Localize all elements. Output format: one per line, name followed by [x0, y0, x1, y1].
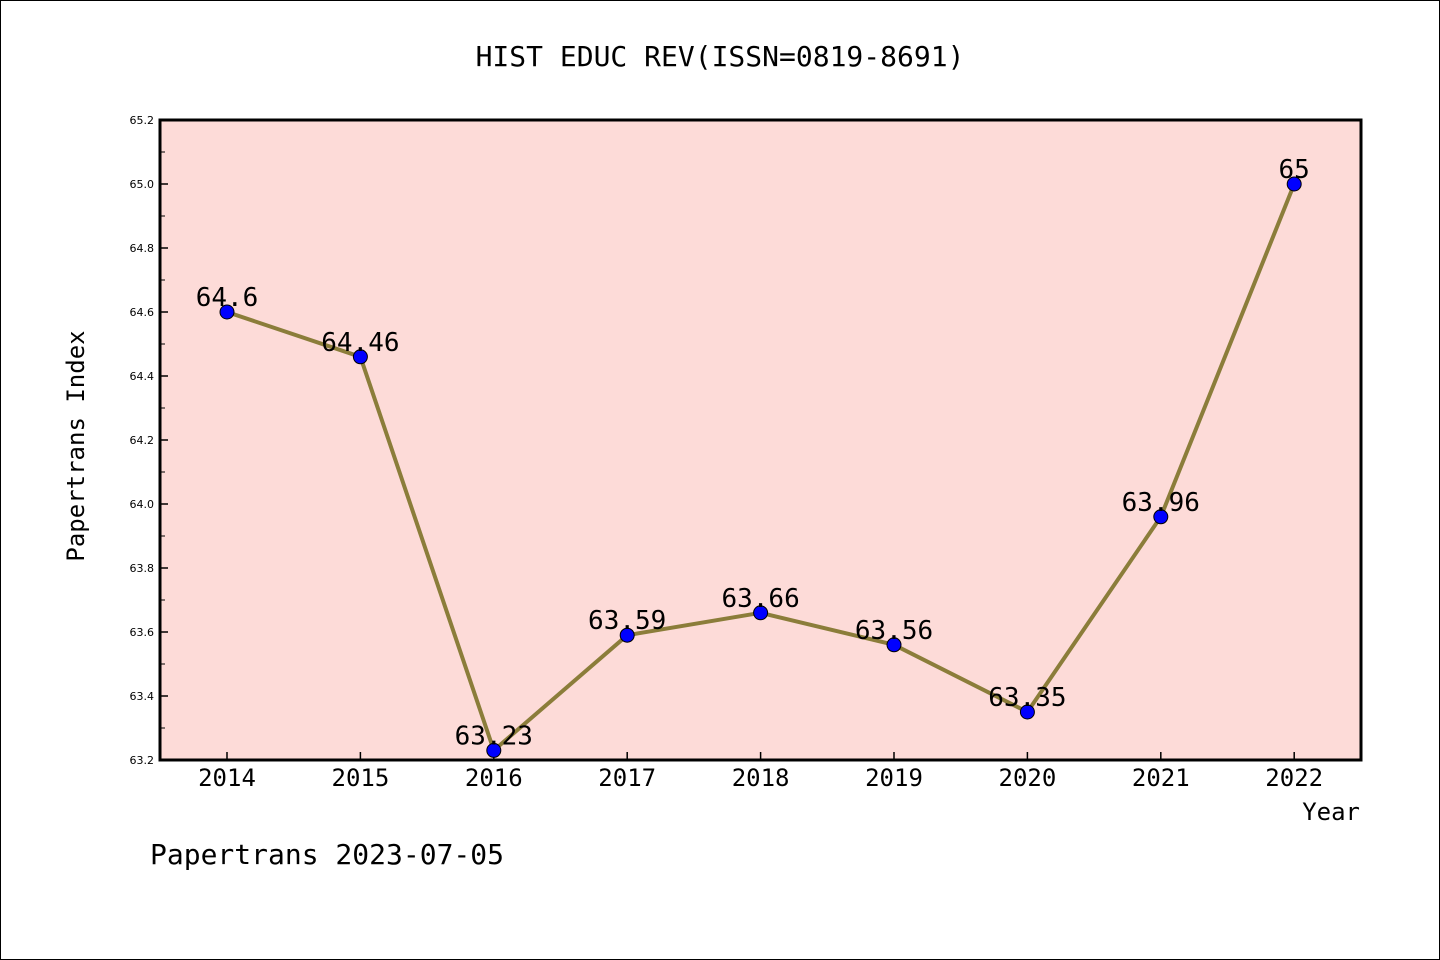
- data-label: 63.23: [455, 721, 533, 751]
- x-axis-label: Year: [1302, 798, 1360, 826]
- y-tick-label: 63.2: [130, 754, 155, 767]
- y-tick-label: 63.8: [130, 562, 155, 575]
- x-axis: 2014 2015 2016 2017 2018 2019 2020 2021 2022: [198, 752, 1323, 792]
- data-point: [619, 627, 635, 643]
- y-tick-label: 64.4: [130, 370, 155, 383]
- y-tick-label: 64.2: [130, 434, 155, 447]
- data-point: [219, 304, 235, 320]
- y-axis-label: Papertrans Index: [62, 330, 90, 561]
- y-tick-label: 63.4: [130, 690, 155, 703]
- data-label: 64.46: [321, 328, 399, 358]
- data-label: 65: [1279, 155, 1310, 185]
- x-tick-label: 2020: [999, 764, 1057, 792]
- y-tick-label: 64.8: [130, 242, 155, 255]
- x-tick-label: 2018: [732, 764, 790, 792]
- x-tick-label: 2014: [198, 764, 256, 792]
- x-tick-label: 2022: [1265, 764, 1323, 792]
- chart-title: HIST EDUC REV(ISSN=0819-8691): [476, 40, 965, 73]
- data-label: 63.96: [1122, 488, 1200, 518]
- data-label: 63.35: [988, 683, 1066, 713]
- y-tick-label: 63.6: [130, 626, 155, 639]
- y-tick-label: 65.2: [130, 114, 155, 127]
- data-label: 63.59: [588, 606, 666, 636]
- footer-stamp: Papertrans 2023-07-05: [150, 838, 504, 871]
- x-tick-label: 2016: [465, 764, 523, 792]
- plot-area: [158, 118, 1363, 762]
- data-point: [1286, 176, 1302, 192]
- data-point: [1019, 704, 1035, 720]
- x-tick-label: 2021: [1132, 764, 1190, 792]
- y-tick-label: 64.6: [130, 306, 155, 319]
- y-axis: 63.2 63.4 63.6 63.8 64.0 64.2 64.4 64.6 64.8 65.0…: [130, 114, 168, 767]
- data-label: 64.6: [196, 283, 259, 313]
- data-point: [486, 742, 502, 758]
- data-label: 63.56: [855, 616, 933, 646]
- data-point: [352, 349, 368, 365]
- y-tick-label: 64.0: [130, 498, 155, 511]
- data-point: [1153, 509, 1169, 525]
- x-tick-label: 2019: [865, 764, 923, 792]
- x-tick-label: 2015: [332, 764, 390, 792]
- x-tick-label: 2017: [598, 764, 656, 792]
- y-tick-label: 65.0: [130, 178, 155, 191]
- data-label: 63.66: [721, 584, 799, 614]
- series: 64.6 64.46 63.23 63.59 63.66 63.56 63.35 63.96 6…: [196, 155, 1310, 758]
- data-point: [753, 605, 769, 621]
- data-point: [886, 637, 902, 653]
